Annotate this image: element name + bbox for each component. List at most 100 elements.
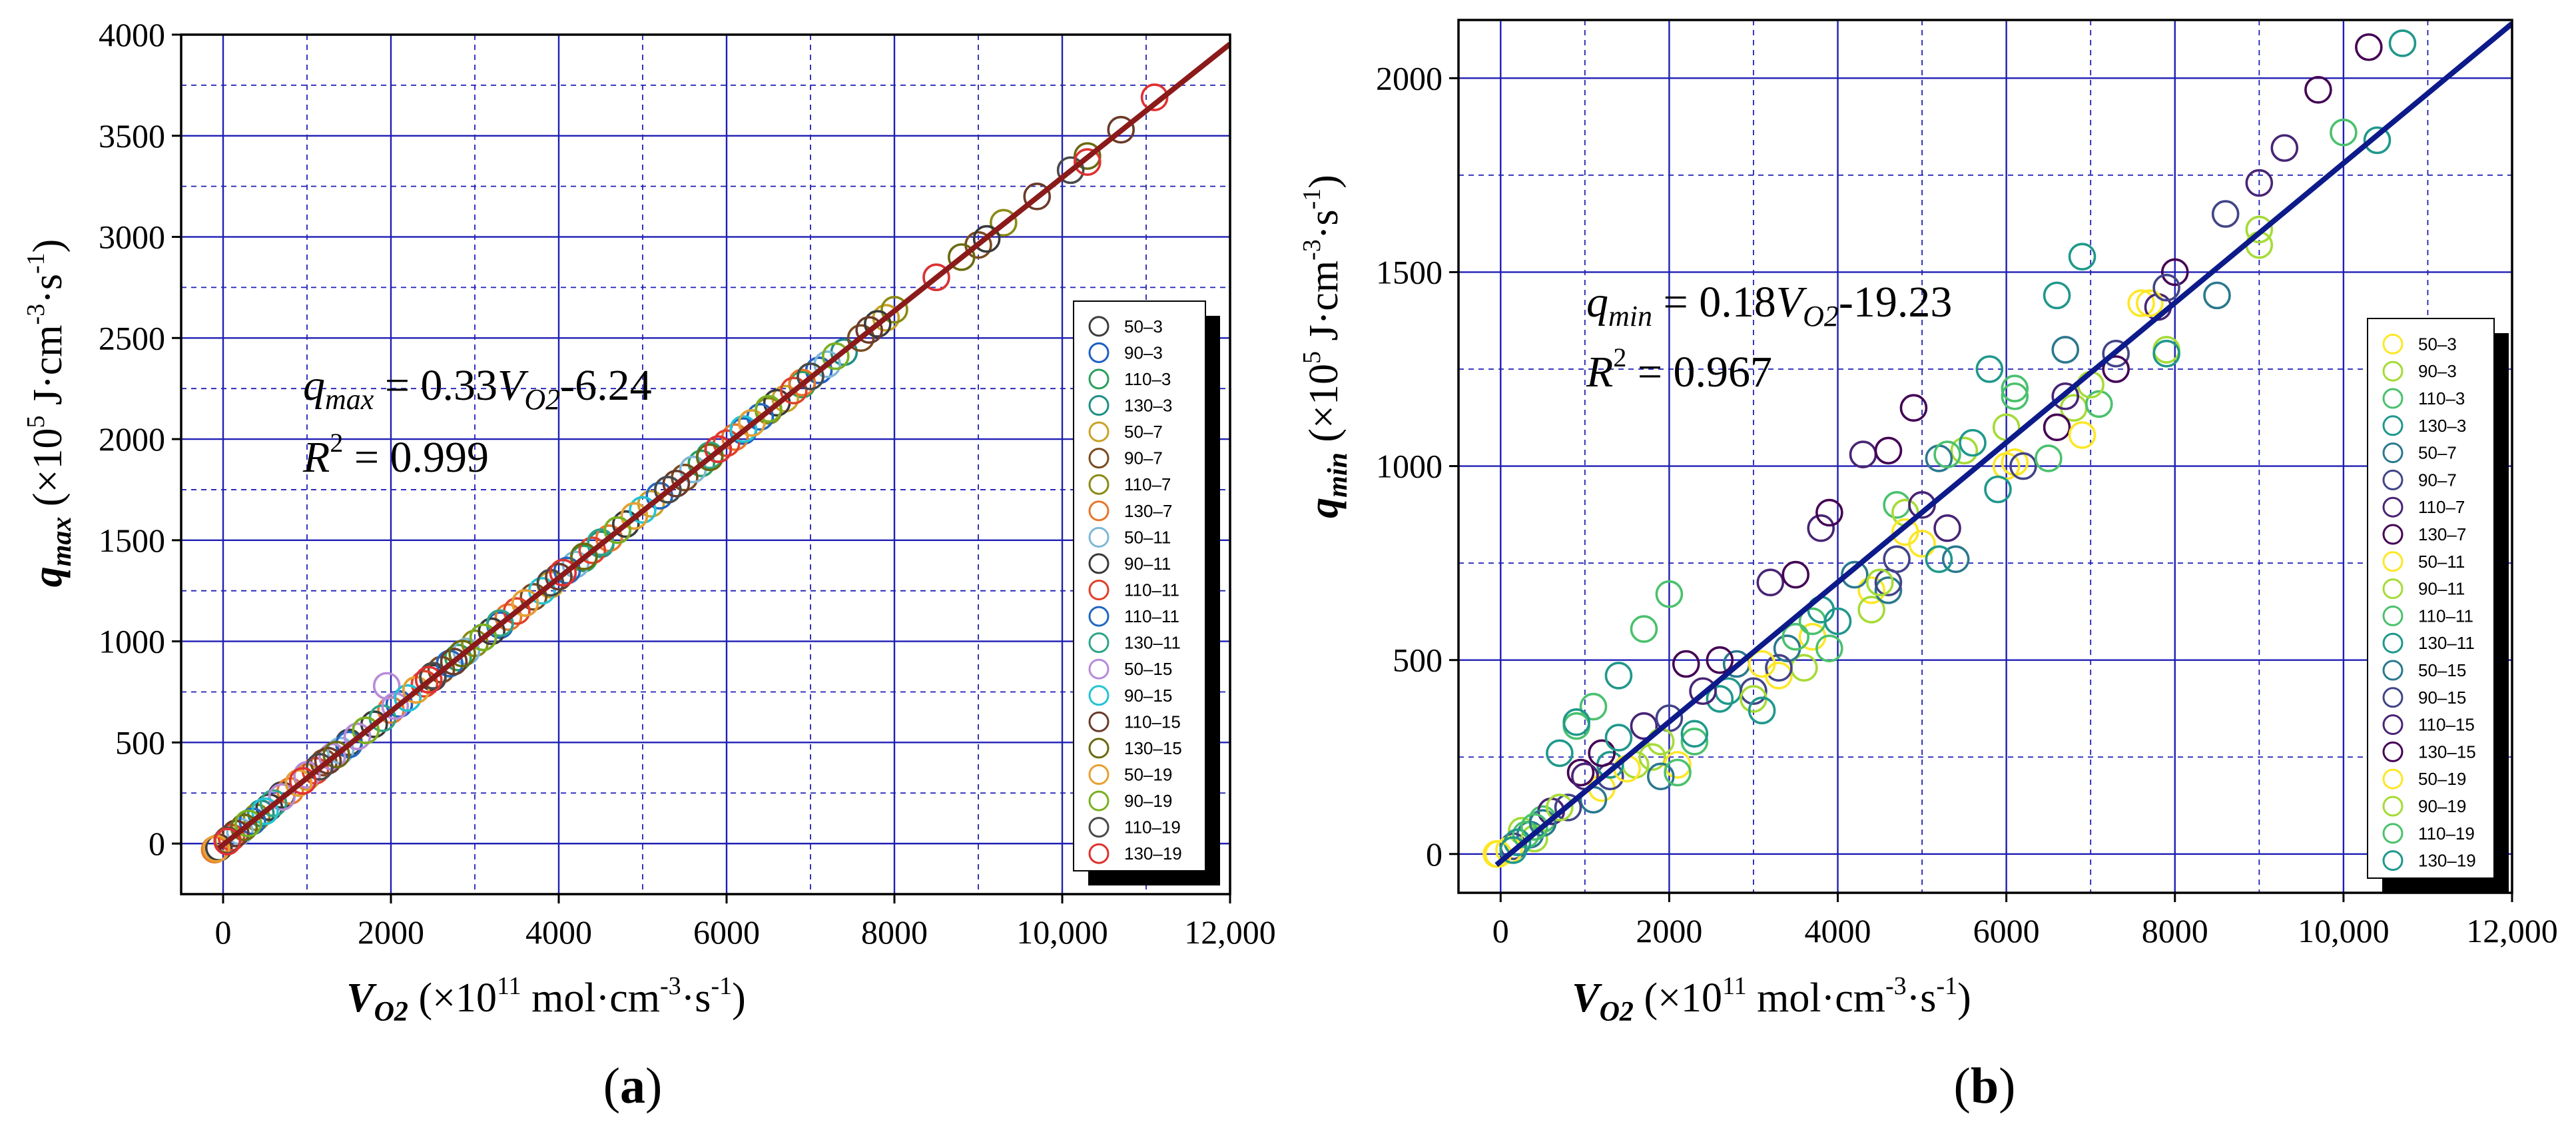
data-point <box>2051 336 2080 364</box>
data-point <box>1959 428 1987 457</box>
data-point <box>738 408 766 437</box>
data-point <box>2245 215 2274 244</box>
data-point <box>2068 421 2096 449</box>
data-point <box>603 516 632 544</box>
data-point <box>1638 743 1666 772</box>
legend-label: 50–11 <box>1124 527 1171 547</box>
data-point <box>440 648 468 676</box>
legend-label: 130–11 <box>2418 633 2475 653</box>
legend-label: 50–15 <box>2418 660 2466 680</box>
x-tick-label: 4000 <box>1805 912 1871 949</box>
data-point <box>569 542 598 570</box>
legend-marker <box>2382 360 2404 382</box>
data-point <box>419 662 447 690</box>
panel-b: 0 2000 4000 6000 8000 10,000 12,000 0 500 1000 150… <box>1298 19 2558 1114</box>
legend-label: 90–11 <box>2418 579 2465 599</box>
data-point <box>1604 662 1633 690</box>
legend-label: 110–19 <box>1124 818 1181 838</box>
panel-label: (a) <box>603 1058 663 1114</box>
legend-label: 90–3 <box>2418 361 2457 381</box>
data-point <box>1941 545 1970 574</box>
data-point <box>687 449 715 478</box>
y-tick-label: 3000 <box>99 219 165 256</box>
legend-label: 110–7 <box>2418 497 2465 517</box>
data-point <box>1499 836 1528 864</box>
data-point <box>990 209 1018 237</box>
data-point <box>1579 692 1608 721</box>
legend-marker <box>2382 768 2404 790</box>
data-point <box>1857 576 1885 604</box>
legend-marker <box>2382 524 2404 545</box>
axes-frame <box>1457 19 2513 894</box>
data-point <box>948 243 976 271</box>
x-tick-label: 6000 <box>693 913 760 951</box>
data-point <box>1706 685 1734 713</box>
r-squared: R2 = 0.967 <box>1586 342 1772 396</box>
data-point <box>2211 200 2240 228</box>
legend-label: 130–11 <box>1124 633 1181 653</box>
legend-marker <box>1088 500 1110 522</box>
data-point <box>822 342 850 370</box>
x-tick-label: 6000 <box>1973 912 2040 949</box>
data-point <box>2085 390 2113 418</box>
data-point <box>352 716 380 744</box>
data-point <box>2001 382 2029 410</box>
legend-label: 110–19 <box>2418 824 2475 843</box>
x-axis-label: VO2 (×1011 mol·cm-3·s-1) <box>1572 972 1971 1027</box>
legend-label: 110–7 <box>1124 474 1171 494</box>
legend-marker <box>2382 850 2404 871</box>
data-point <box>2043 281 2071 310</box>
legend-marker <box>1088 790 1110 812</box>
legend-marker <box>1088 658 1110 680</box>
data-point <box>855 316 883 344</box>
legend-marker <box>1088 342 1110 363</box>
data-point <box>545 562 573 591</box>
data-point <box>1866 568 1894 597</box>
x-tick-label: 8000 <box>861 913 928 951</box>
series-130-7 <box>1566 33 2383 787</box>
data-point <box>1765 654 1793 682</box>
data-point <box>234 809 262 838</box>
data-point <box>314 746 342 775</box>
legend-label: 90–19 <box>2418 796 2466 816</box>
data-point <box>1074 142 1102 170</box>
data-point <box>511 589 539 617</box>
series-50-19 <box>1484 421 2096 868</box>
data-point <box>1664 758 1692 787</box>
data-point <box>469 623 497 652</box>
x-tick-label: 10,000 <box>1016 913 1108 951</box>
data-point <box>620 502 649 530</box>
legend-marker <box>1088 738 1110 759</box>
legend-marker <box>1088 711 1110 732</box>
legend-marker <box>2382 687 2404 708</box>
data-point <box>1680 728 1709 756</box>
legend-label: 50–7 <box>2418 443 2457 463</box>
y-tick-label: 1000 <box>1376 448 1443 485</box>
legend-marker <box>2382 823 2404 844</box>
legend-marker <box>2382 605 2404 626</box>
data-point <box>864 310 892 338</box>
data-point <box>448 639 476 668</box>
legend-marker <box>2382 388 2404 409</box>
legend-label: 130–7 <box>2418 524 2466 544</box>
legend-label: 130–3 <box>1124 396 1172 416</box>
data-point <box>1899 394 1928 422</box>
data-point <box>1815 634 1843 663</box>
data-point <box>213 828 242 855</box>
y-tick-label: 1500 <box>99 522 165 559</box>
data-point <box>414 666 443 694</box>
series-130-15 <box>1588 76 2332 768</box>
data-point <box>662 470 691 498</box>
data-point <box>1630 712 1658 740</box>
data-point <box>288 767 317 795</box>
data-point <box>2363 126 2392 155</box>
legend-marker <box>1088 368 1110 390</box>
data-point <box>1874 576 1903 604</box>
y-axis-label: qmin (×105 J·cm-3·s-1) <box>1298 175 1353 518</box>
data-point <box>846 324 875 352</box>
data-points <box>1482 29 2417 868</box>
r-squared: R2 = 0.999 <box>302 428 489 482</box>
legend-marker <box>2382 469 2404 490</box>
data-point <box>2009 452 2037 480</box>
